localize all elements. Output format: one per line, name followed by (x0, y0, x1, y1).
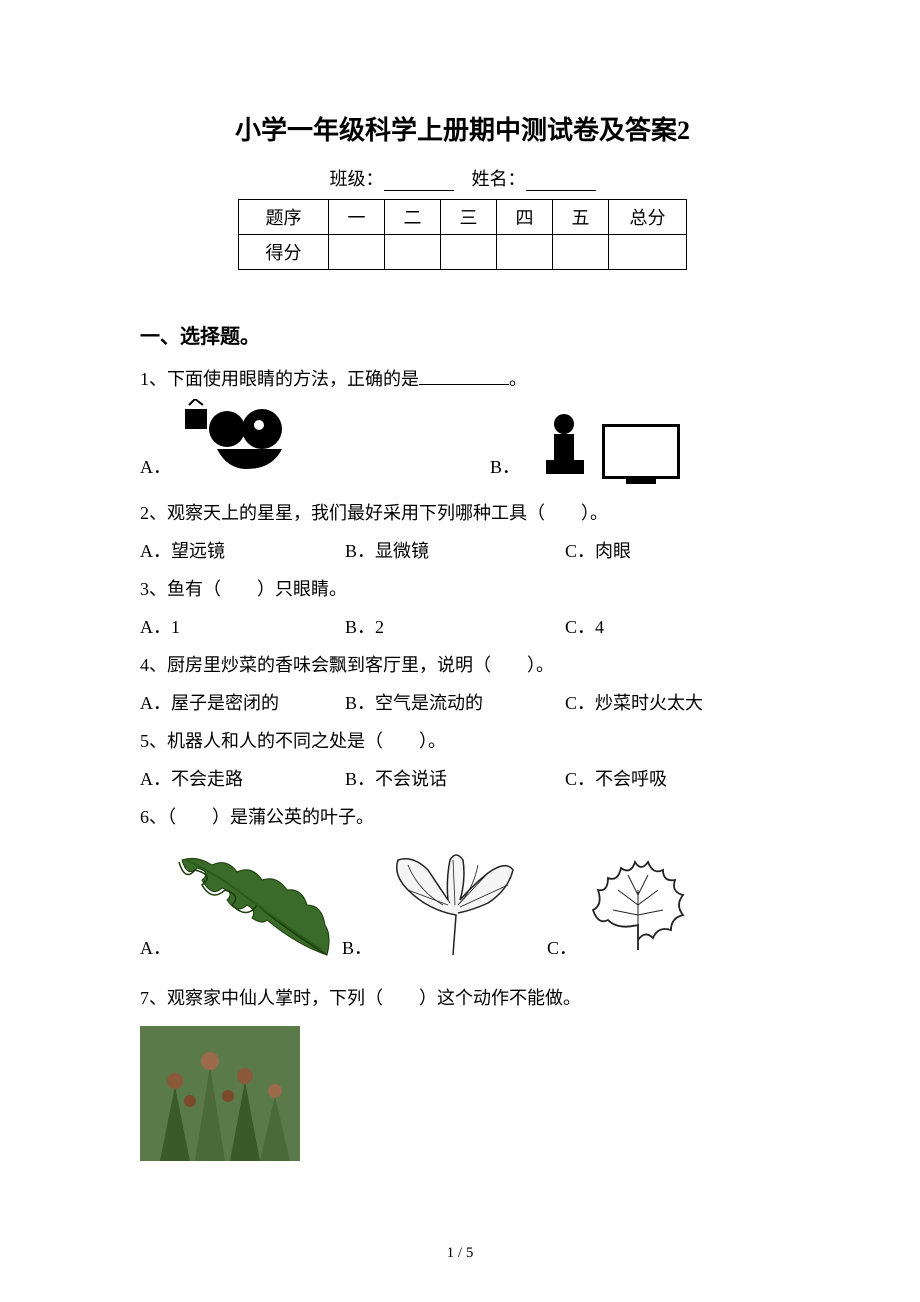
col-1: 一 (329, 200, 385, 235)
q1-text: 1、下面使用眼睛的方法，正确的是 。 (140, 361, 785, 397)
col-3: 三 (441, 200, 497, 235)
q2-options: A．望远镜 B．显微镜 C．肉眼 (140, 533, 785, 569)
q4-text: 4、厨房里炒菜的香味会飘到客厅里，说明（ ）。 (140, 647, 785, 683)
q6-text: 6、（ ）是蒲公英的叶子。 (140, 799, 785, 835)
q3-opt-b: B．2 (345, 609, 565, 645)
class-label: 班级： (330, 169, 384, 189)
q3-options: A．1 B．2 C．4 (140, 609, 785, 645)
student-info-line: 班级： 姓名： (140, 165, 785, 191)
q1-blank (419, 371, 509, 385)
q1-opt-a-label: A． (140, 453, 171, 479)
score-table: 题序 一 二 三 四 五 总分 得分 (238, 199, 687, 270)
q6-opt-a-label: A． (140, 934, 171, 960)
q4-opt-a: A．屋子是密闭的 (140, 685, 345, 721)
score-cell (609, 235, 687, 270)
q3-opt-c: C．4 (565, 609, 604, 645)
score-cell (497, 235, 553, 270)
q6-opt-c-leaf-icon (583, 850, 693, 960)
q2-text: 2、观察天上的星星，我们最好采用下列哪种工具（ ）。 (140, 495, 785, 531)
q1-opt-a-image (177, 399, 295, 479)
document-title: 小学一年级科学上册期中测试卷及答案2 (140, 110, 785, 147)
score-cell (329, 235, 385, 270)
q4-opt-c: C．炒菜时火太大 (565, 685, 703, 721)
q1-opt-b-person-icon (540, 412, 588, 479)
q2-opt-a: A．望远镜 (140, 533, 345, 569)
header-label-cell: 题序 (239, 200, 329, 235)
q4-options: A．屋子是密闭的 B．空气是流动的 C．炒菜时火太大 (140, 685, 785, 721)
score-label-cell: 得分 (239, 235, 329, 270)
q7-text: 7、观察家中仙人掌时，下列（ ）这个动作不能做。 (140, 980, 785, 1016)
q6-opt-b-leaf-icon (378, 845, 533, 960)
q4-opt-b: B．空气是流动的 (345, 685, 565, 721)
q2-opt-b: B．显微镜 (345, 533, 565, 569)
q5-opt-a: A．不会走路 (140, 761, 345, 797)
q1-text-before: 1、下面使用眼睛的方法，正确的是 (140, 369, 419, 389)
q5-opt-b: B．不会说话 (345, 761, 565, 797)
q6-opt-c-label: C． (547, 934, 577, 960)
col-4: 四 (497, 200, 553, 235)
q7-cactus-image (140, 1026, 300, 1161)
section-1-heading: 一、选择题。 (140, 320, 785, 349)
score-cell (441, 235, 497, 270)
name-blank (526, 173, 596, 191)
q6-opt-b-label: B． (342, 934, 372, 960)
q3-text: 3、鱼有（ ）只眼睛。 (140, 571, 785, 607)
page-number: 1 / 5 (0, 1245, 920, 1262)
q3-opt-a: A．1 (140, 609, 345, 645)
q1-opt-b-group: B． (490, 412, 680, 479)
q2-opt-c: C．肉眼 (565, 533, 631, 569)
score-cell (385, 235, 441, 270)
q1-opt-b-screen-icon (602, 424, 680, 479)
q5-opt-c: C．不会呼吸 (565, 761, 667, 797)
name-label: 姓名： (472, 169, 526, 189)
q1-text-after: 。 (509, 369, 527, 389)
q5-options: A．不会走路 B．不会说话 C．不会呼吸 (140, 761, 785, 797)
q6-opt-a-leaf-icon (177, 850, 342, 960)
q6-options-row: A． B． C． (140, 845, 785, 960)
table-score-row: 得分 (239, 235, 687, 270)
col-2: 二 (385, 200, 441, 235)
col-5: 五 (553, 200, 609, 235)
score-cell (553, 235, 609, 270)
q5-text: 5、机器人和人的不同之处是（ ）。 (140, 723, 785, 759)
col-total: 总分 (609, 200, 687, 235)
q1-options-row: A． B． (140, 399, 785, 479)
table-header-row: 题序 一 二 三 四 五 总分 (239, 200, 687, 235)
class-blank (384, 173, 454, 191)
q1-opt-b-label: B． (490, 453, 520, 479)
